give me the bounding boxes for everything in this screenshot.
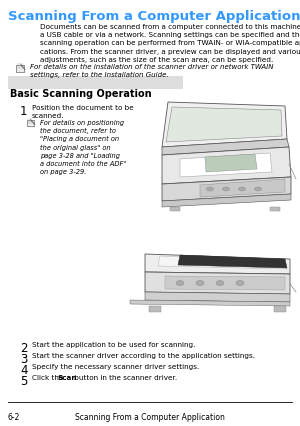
Ellipse shape	[254, 187, 262, 192]
Text: button in the scanner driver.: button in the scanner driver.	[72, 374, 177, 380]
Polygon shape	[170, 207, 180, 211]
FancyBboxPatch shape	[26, 121, 34, 127]
Text: Start the application to be used for scanning.: Start the application to be used for sca…	[32, 341, 195, 347]
Ellipse shape	[176, 281, 184, 286]
Text: Scanning From a Computer Application: Scanning From a Computer Application	[8, 10, 300, 23]
Polygon shape	[145, 272, 290, 294]
Ellipse shape	[236, 281, 244, 286]
Polygon shape	[162, 140, 289, 155]
Text: Documents can be scanned from a computer connected to this machine with
a USB ca: Documents can be scanned from a computer…	[40, 24, 300, 63]
Text: Scan: Scan	[58, 374, 78, 380]
Polygon shape	[178, 256, 287, 268]
Ellipse shape	[206, 187, 214, 192]
Ellipse shape	[238, 187, 245, 192]
FancyBboxPatch shape	[16, 66, 24, 72]
Polygon shape	[162, 103, 287, 148]
Ellipse shape	[216, 281, 224, 286]
Polygon shape	[205, 155, 257, 173]
Text: For details on the installation of the scanner driver or network TWAIN
settings,: For details on the installation of the s…	[30, 64, 274, 78]
Polygon shape	[166, 108, 282, 143]
Text: 6-2: 6-2	[8, 412, 20, 421]
Text: Start the scanner driver according to the application settings.: Start the scanner driver according to th…	[32, 352, 255, 358]
Ellipse shape	[223, 187, 230, 192]
Polygon shape	[158, 256, 287, 269]
Polygon shape	[130, 300, 290, 306]
Text: For details on positioning
the document, refer to
"Placing a document on
the ori: For details on positioning the document,…	[40, 120, 126, 174]
Text: Scanning From a Computer Application: Scanning From a Computer Application	[75, 412, 225, 421]
Text: Click the: Click the	[32, 374, 66, 380]
Polygon shape	[165, 276, 285, 290]
Text: 3: 3	[20, 352, 27, 365]
Polygon shape	[162, 178, 291, 201]
Polygon shape	[162, 195, 291, 207]
Polygon shape	[145, 292, 290, 302]
Text: Specify the necessary scanner driver settings.: Specify the necessary scanner driver set…	[32, 363, 199, 369]
Polygon shape	[162, 148, 291, 184]
Polygon shape	[149, 306, 161, 312]
Text: 2: 2	[20, 341, 28, 354]
Polygon shape	[180, 154, 272, 178]
Ellipse shape	[196, 281, 204, 286]
Polygon shape	[274, 306, 286, 312]
FancyBboxPatch shape	[8, 77, 183, 90]
Polygon shape	[145, 254, 290, 274]
Text: 5: 5	[20, 374, 27, 387]
Text: Position the document to be
scanned.: Position the document to be scanned.	[32, 105, 134, 119]
Text: 4: 4	[20, 363, 28, 376]
Text: 1: 1	[20, 105, 28, 118]
Polygon shape	[200, 180, 285, 198]
Text: Basic Scanning Operation: Basic Scanning Operation	[10, 89, 152, 99]
Polygon shape	[270, 207, 280, 211]
